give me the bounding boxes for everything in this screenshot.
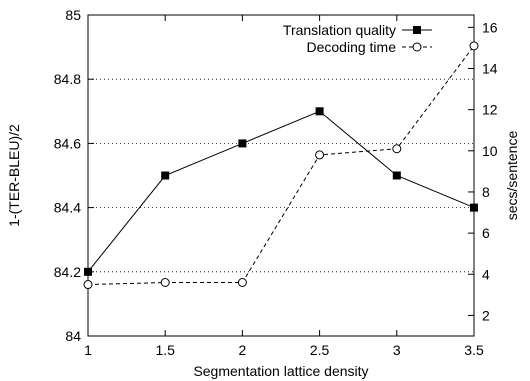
data-point-square (392, 171, 401, 180)
data-point-square (315, 107, 324, 116)
x-tick-label: 1 (84, 342, 92, 358)
data-point-circle (469, 41, 479, 51)
x-axis-ticks: 1 1.5 2 2.5 3 3.5 (84, 15, 484, 358)
data-point-circle (315, 150, 325, 160)
data-point-square (470, 203, 478, 212)
data-point-square (161, 171, 170, 180)
y2-tick-label: 12 (482, 102, 498, 118)
x-tick-label: 3 (393, 342, 401, 358)
legend-marker-square (413, 26, 421, 34)
y-tick-label: 84.8 (54, 71, 81, 87)
series-group (83, 41, 479, 290)
data-point-square (84, 267, 92, 276)
y-tick-label: 84.2 (54, 264, 81, 280)
plot-frame (87, 14, 475, 337)
x-axis-label: Segmentation lattice density (193, 363, 368, 379)
y2-tick-label: 6 (482, 225, 490, 241)
data-point-square (238, 139, 247, 148)
y-tick-label: 84 (65, 328, 81, 344)
data-point-circle (160, 278, 170, 287)
legend-label: Translation quality (283, 22, 396, 38)
x-tick-label: 2 (239, 342, 247, 358)
y2-tick-label: 4 (482, 266, 490, 282)
y2-tick-label: 8 (482, 184, 490, 200)
y2-axis-label: secs/sentence (504, 131, 520, 221)
x-tick-label: 1.5 (155, 342, 175, 358)
legend-marker-circle (412, 42, 422, 52)
y-tick-label: 84.4 (54, 200, 81, 216)
data-point-circle (83, 280, 93, 290)
y2-axis-ticks: 2 4 6 8 10 12 14 16 (468, 19, 498, 323)
y-axis-label: 1-(TER-BLEU)/2 (6, 124, 22, 227)
y2-tick-label: 16 (482, 19, 498, 35)
grid-lines (88, 78, 474, 273)
data-point-circle (237, 278, 247, 287)
y2-tick-label: 10 (482, 143, 498, 159)
series-line-1 (87, 110, 475, 273)
x-tick-label: 3.5 (464, 342, 484, 358)
legend-label: Decoding time (307, 39, 397, 55)
y-tick-label: 85 (65, 7, 81, 23)
series-line-2 (87, 45, 475, 286)
y-tick-label: 84.6 (54, 135, 81, 151)
y2-tick-label: 14 (482, 61, 498, 77)
data-point-circle (392, 144, 402, 154)
y-axis-ticks: 84 84.2 84.4 84.6 84.8 85 (54, 7, 94, 344)
x-tick-label: 2.5 (310, 342, 330, 358)
y2-tick-label: 2 (482, 307, 490, 323)
